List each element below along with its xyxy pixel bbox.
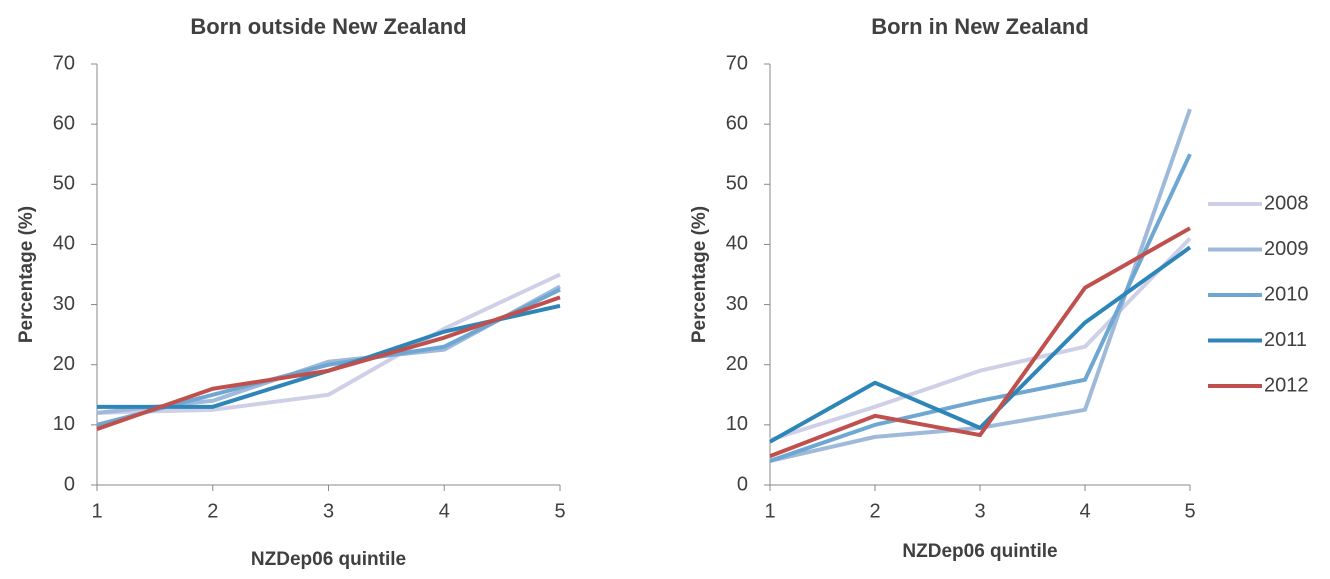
x-tick-label: 5	[554, 500, 565, 522]
y-tick-label: 30	[53, 293, 75, 315]
y-tick-label: 70	[726, 52, 748, 74]
y-tick-label: 30	[726, 293, 748, 315]
x-axis-label: NZDep06 quintile	[251, 549, 406, 570]
x-tick-label: 4	[439, 500, 450, 522]
series-line	[769, 237, 1192, 442]
series-line	[96, 272, 561, 415]
y-tick-label: 60	[726, 112, 748, 134]
y-tick-label: 50	[53, 173, 75, 195]
legend-label: 2008	[1264, 192, 1309, 214]
y-tick-label: 70	[53, 52, 75, 74]
chart-title: Born in New Zealand	[871, 14, 1089, 39]
series-line	[769, 245, 1192, 444]
x-tick-label: 3	[323, 500, 334, 522]
x-tick-label: 2	[207, 500, 218, 522]
y-tick-label: 60	[53, 112, 75, 134]
series-line	[769, 153, 1192, 463]
x-tick-label: 2	[869, 500, 880, 522]
x-axis-label: NZDep06 quintile	[902, 541, 1057, 562]
y-tick-label: 40	[53, 233, 75, 255]
legend-label: 2011	[1264, 329, 1307, 351]
x-tick-label: 1	[91, 500, 102, 522]
y-tick-label: 20	[53, 353, 75, 375]
y-axis-label: Percentage (%)	[689, 206, 710, 343]
legend-label: 2010	[1264, 283, 1309, 305]
y-tick-label: 0	[64, 473, 75, 495]
x-tick-label: 3	[974, 500, 985, 522]
y-tick-label: 50	[726, 173, 748, 195]
y-tick-label: 20	[726, 353, 748, 375]
legend-label: 2009	[1264, 238, 1309, 260]
y-tick-label: 10	[53, 413, 75, 435]
x-tick-label: 1	[764, 500, 775, 522]
y-tick-label: 0	[737, 473, 748, 495]
chart-title: Born outside New Zealand	[190, 14, 466, 39]
y-tick-label: 40	[726, 233, 748, 255]
x-tick-label: 5	[1184, 500, 1195, 522]
y-axis-label: Percentage (%)	[16, 206, 37, 343]
x-tick-label: 4	[1079, 500, 1090, 522]
y-tick-label: 10	[726, 413, 748, 435]
series-line	[769, 226, 1191, 458]
legend-label: 2012	[1264, 374, 1309, 396]
series-line	[96, 287, 561, 427]
series-line	[96, 295, 561, 431]
